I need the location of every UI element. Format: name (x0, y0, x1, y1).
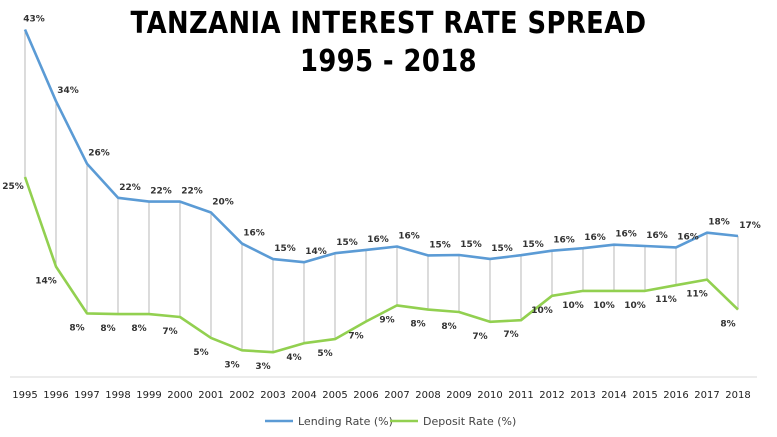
x-tick-2012: 2012 (539, 390, 564, 401)
x-tick-2010: 2010 (477, 390, 502, 401)
x-tick-2009: 2009 (446, 390, 471, 401)
lending-label-2016: 16% (677, 232, 699, 242)
x-tick-1996: 1996 (43, 390, 68, 401)
lending-label-1998: 22% (119, 183, 141, 193)
deposit-label-1997: 8% (69, 323, 84, 333)
deposit-label-2015: 10% (624, 301, 646, 311)
deposit-label-2004: 4% (286, 353, 301, 363)
deposit-label-2014: 10% (593, 301, 615, 311)
lending-label-2018: 17% (739, 221, 761, 231)
deposit-label-2003: 3% (255, 362, 270, 372)
deposit-label-2009: 8% (441, 322, 456, 332)
chart-title-line1: TANZANIA INTEREST RATE SPREAD (130, 6, 647, 41)
deposit-label-1995: 25% (2, 182, 24, 192)
lending-label-2000: 22% (181, 187, 203, 197)
x-tick-2003: 2003 (260, 390, 285, 401)
lending-rate-line (23, 28, 739, 264)
legend: Lending Rate (%) Deposit Rate (%) (265, 415, 516, 428)
x-tick-2001: 2001 (198, 390, 223, 401)
lending-label-2017: 18% (708, 218, 730, 228)
deposit-label-2008: 8% (410, 320, 425, 330)
data-labels: 43% 34% 26% 22% 22% 22% 20% 16% 15% 14% 15% 16% 16% 1… (2, 14, 761, 372)
x-tick-2016: 2016 (663, 390, 688, 401)
x-tick-2011: 2011 (508, 390, 533, 401)
x-tick-1999: 1999 (136, 390, 161, 401)
lending-label-2004: 14% (305, 247, 327, 257)
lending-label-2002: 16% (243, 229, 265, 239)
x-tick-1997: 1997 (74, 390, 99, 401)
chart-title-line2: 1995 - 2018 (299, 44, 478, 79)
deposit-label-2013: 10% (562, 301, 584, 311)
x-tick-2000: 2000 (167, 390, 192, 401)
x-tick-1998: 1998 (105, 390, 130, 401)
x-tick-2013: 2013 (570, 390, 595, 401)
deposit-label-2001: 5% (193, 348, 208, 358)
lending-label-2005: 15% (336, 238, 358, 248)
lending-legend-label: Lending Rate (%) (298, 415, 393, 428)
lending-label-2006: 16% (367, 235, 389, 245)
deposit-label-2006: 7% (348, 332, 363, 342)
deposit-label-2002: 3% (224, 360, 239, 370)
lending-label-2008: 15% (429, 240, 451, 250)
deposit-label-1998: 8% (100, 324, 115, 334)
deposit-label-2005: 5% (317, 349, 332, 359)
deposit-label-2007: 9% (379, 315, 394, 325)
x-axis-ticks: 1995 1996 1997 1998 1999 2000 2001 2002 2003 2004… (12, 390, 750, 401)
deposit-legend-label: Deposit Rate (%) (423, 415, 516, 428)
deposit-label-2000: 7% (162, 327, 177, 337)
deposit-label-2010: 7% (472, 332, 487, 342)
deposit-label-2016: 11% (655, 295, 677, 305)
lending-label-2015: 16% (646, 231, 668, 241)
lending-label-1999: 22% (150, 187, 172, 197)
x-tick-2018: 2018 (725, 390, 750, 401)
lending-label-2014: 16% (615, 230, 637, 240)
x-tick-2002: 2002 (229, 390, 254, 401)
deposit-label-2017: 11% (686, 290, 708, 300)
deposit-label-2018: 8% (720, 320, 735, 330)
x-tick-2006: 2006 (353, 390, 378, 401)
x-tick-2005: 2005 (322, 390, 347, 401)
x-tick-2004: 2004 (291, 390, 316, 401)
deposit-label-1999: 8% (131, 324, 146, 334)
lending-label-2001: 20% (212, 197, 234, 207)
deposit-label-1996: 14% (35, 277, 57, 287)
x-tick-1995: 1995 (12, 390, 37, 401)
x-tick-2008: 2008 (415, 390, 440, 401)
deposit-label-2011: 7% (503, 330, 518, 340)
lending-label-2010: 15% (491, 244, 513, 254)
lending-label-2012: 16% (553, 236, 575, 246)
drop-lines (24, 29, 739, 353)
lending-label-1996: 34% (57, 86, 79, 96)
x-tick-2017: 2017 (694, 390, 719, 401)
lending-label-2011: 15% (522, 240, 544, 250)
lending-label-2013: 16% (584, 233, 606, 243)
lending-label-2003: 15% (274, 244, 296, 254)
lending-label-1997: 26% (88, 149, 110, 159)
lending-label-2009: 15% (460, 240, 482, 250)
x-tick-2014: 2014 (601, 390, 626, 401)
x-tick-2015: 2015 (632, 390, 657, 401)
lending-label-1995: 43% (23, 14, 45, 24)
deposit-label-2012: 10% (531, 306, 553, 316)
series-lines (23, 28, 739, 354)
x-tick-2007: 2007 (384, 390, 409, 401)
deposit-rate-line (23, 176, 739, 354)
lending-label-2007: 16% (398, 232, 420, 242)
